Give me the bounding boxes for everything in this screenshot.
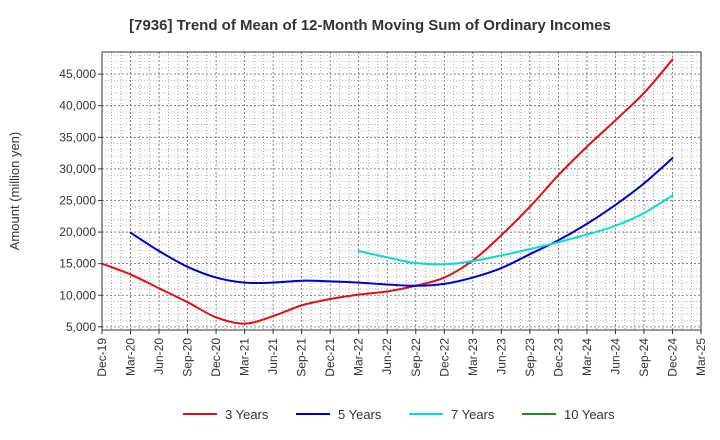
x-tick-label: Mar-20 — [124, 338, 138, 376]
x-tick-label: Sep-23 — [523, 338, 537, 377]
series-layer — [101, 58, 674, 325]
x-tick-label: Dec-19 — [95, 338, 109, 377]
y-tick-label: 5,000 — [66, 320, 96, 334]
legend-label-7-years: 7 Years — [451, 407, 495, 422]
x-tick-label: Mar-24 — [580, 338, 594, 376]
x-tick-label: Sep-20 — [181, 338, 195, 377]
grid-layer — [101, 52, 702, 330]
legend: 3 Years 5 Years 7 Years 10 Years — [183, 407, 615, 422]
x-tick-label: Sep-22 — [409, 338, 423, 377]
x-tick-label: Jun-20 — [152, 338, 166, 375]
x-tick-label: Jun-22 — [380, 338, 394, 375]
series-line-5-years — [129, 157, 674, 287]
x-tick-label: Jun-21 — [266, 338, 280, 375]
legend-label-5-years: 5 Years — [338, 407, 382, 422]
y-axis-label: Amount (million yen) — [7, 132, 22, 251]
y-tick-label: 15,000 — [59, 257, 96, 271]
x-tick-label: Jun-24 — [608, 338, 622, 375]
y-tick-label: 30,000 — [59, 162, 96, 176]
x-tick-label: Mar-25 — [694, 338, 708, 376]
x-tick-label: Jun-23 — [494, 338, 508, 375]
y-tick-label: 35,000 — [59, 130, 96, 144]
x-tick-label: Sep-21 — [295, 338, 309, 377]
x-tick-label: Dec-24 — [665, 338, 679, 377]
y-tick-label: 20,000 — [59, 225, 96, 239]
x-tick-label: Mar-23 — [466, 338, 480, 376]
y-tick-label: 40,000 — [59, 99, 96, 113]
legend-label-10-years: 10 Years — [564, 407, 615, 422]
axis-layer: 5,000 10,000 15,000 20,000 25,000 30,000 35,00… — [59, 51, 708, 377]
x-tick-label: Mar-22 — [352, 338, 366, 376]
plot-border — [101, 51, 702, 331]
x-tick-label: Dec-23 — [551, 338, 565, 377]
x-tick-label: Dec-22 — [437, 338, 451, 377]
y-tick-label: 10,000 — [59, 288, 96, 302]
x-tick-label: Sep-24 — [637, 338, 651, 377]
series-line-7-years — [357, 194, 674, 266]
x-tick-label: Mar-21 — [238, 338, 252, 376]
legend-label-3-years: 3 Years — [225, 407, 269, 422]
chart-title: [7936] Trend of Mean of 12-Month Moving … — [129, 17, 611, 34]
y-tick-label: 45,000 — [59, 67, 96, 81]
plot-area — [102, 52, 701, 330]
y-tick-label: 25,000 — [59, 193, 96, 207]
series-line-3-years — [101, 58, 674, 325]
x-tick-label: Dec-20 — [209, 338, 223, 377]
x-tick-label: Dec-21 — [323, 338, 337, 377]
